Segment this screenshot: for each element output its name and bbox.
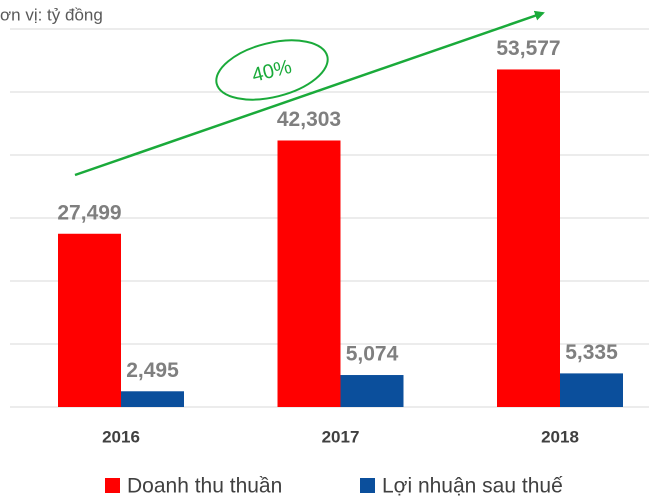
value-label: 5,074 [346,343,399,366]
legend-swatch [360,478,375,493]
bar [497,69,560,407]
value-label: 2,495 [126,359,179,382]
x-tick-label: 2016 [102,427,140,446]
value-label: 53,577 [496,37,560,60]
legend-swatch [105,478,120,493]
bar [58,233,121,407]
value-label: 42,303 [277,108,341,131]
annotation-ellipse [215,39,329,101]
bar [277,140,341,408]
trend-arrow [74,10,545,177]
annotation: 40% [250,56,294,87]
legend-label: Doanh thu thuần [127,475,282,496]
subtitle: ơn vị: tỷ đồng [0,5,103,24]
x-tick-label: 2017 [322,427,360,446]
x-tick-label: 2018 [541,427,579,446]
bar [121,391,184,407]
legend-label: Lợi nhuận sau thuế [382,475,563,496]
bar [340,375,404,407]
value-label: 27,499 [57,201,121,224]
bar [560,373,623,407]
value-label: 5,335 [565,341,618,364]
